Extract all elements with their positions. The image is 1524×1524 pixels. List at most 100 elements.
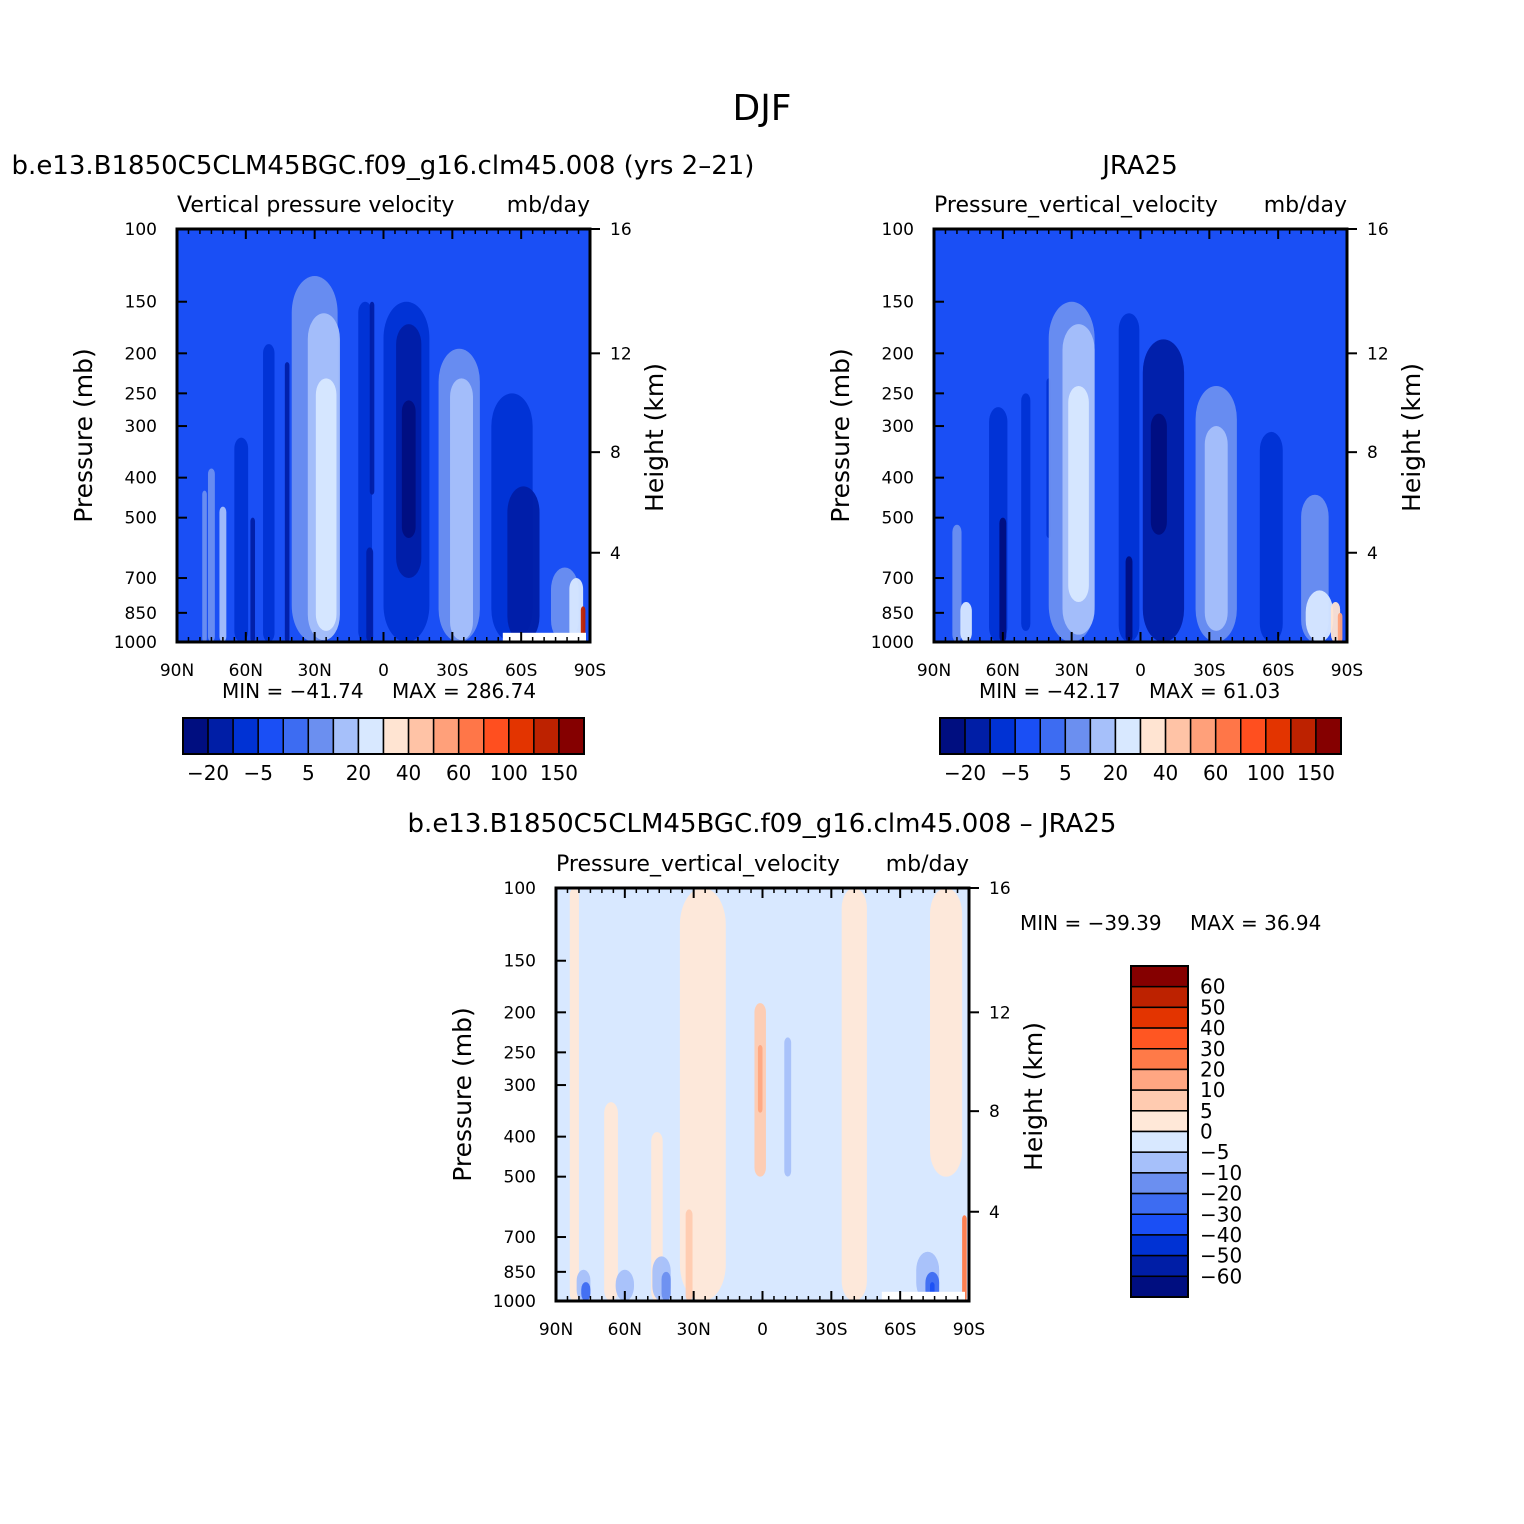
colorbar-box — [1130, 1213, 1189, 1236]
y2-tick-label: 8 — [989, 1102, 1000, 1122]
y-axis-label: Pressure (mb) — [448, 1007, 477, 1181]
colorbar-label: 150 — [1297, 761, 1335, 785]
colorbar-box — [1130, 965, 1189, 988]
y-tick-label: 400 — [125, 469, 157, 489]
y-tick-label: 150 — [882, 293, 914, 313]
min-label: MIN = −39.39 — [1020, 911, 1162, 935]
colorbar-box — [1130, 1192, 1189, 1215]
y2-axis-label: Height (km) — [640, 363, 669, 512]
colorbar-box — [1130, 1048, 1189, 1071]
x-tick-label: 90N — [160, 661, 194, 681]
colorbar-label: 5 — [1200, 1099, 1213, 1123]
colorbar-box — [1130, 1275, 1189, 1298]
y2-tick-label: 8 — [610, 443, 621, 463]
colorbar-label: 40 — [396, 761, 421, 785]
colorbar-box — [558, 717, 585, 755]
colorbar-label: 30 — [1200, 1037, 1225, 1061]
colorbar-box — [1130, 985, 1189, 1009]
y-tick-label: 700 — [882, 569, 914, 589]
colorbar-box — [282, 717, 310, 755]
contour-region-9 — [1068, 386, 1089, 602]
colorbar-box — [1114, 717, 1142, 755]
colorbar-box — [1064, 717, 1092, 755]
variable-name: Pressure_vertical_velocity — [934, 193, 1218, 218]
colorbar-label: 60 — [1200, 975, 1225, 999]
colorbar-box — [1130, 1254, 1189, 1278]
contour-region-4 — [999, 517, 1007, 642]
colorbar-box — [1130, 1172, 1189, 1195]
y-tick-label: 150 — [125, 293, 157, 313]
variable-units: mb/day — [1264, 193, 1347, 218]
colorbar: −20 −5 5 20 40 60 100 150 — [939, 717, 1342, 785]
contour-region-2 — [207, 468, 215, 642]
contour-region-1 — [202, 490, 207, 642]
x-tick-label: 90N — [917, 661, 951, 681]
contour-region-1 — [952, 524, 962, 642]
colorbar-label: −60 — [1200, 1264, 1242, 1288]
variable-name: Pressure_vertical_velocity — [556, 852, 840, 877]
colorbar-box — [1130, 1089, 1189, 1112]
panel-title: b.e13.B1850C5CLM45BGC.f09_g16.clm45.008 … — [12, 151, 755, 181]
colorbar-label: 100 — [490, 761, 528, 785]
y2-tick-label: 12 — [989, 1003, 1011, 1023]
colorbar-box — [1139, 717, 1167, 755]
x-tick-label: 60S — [505, 661, 537, 681]
colorbar-box — [939, 717, 966, 755]
y-tick-label: 150 — [504, 952, 536, 972]
y-tick-label: 100 — [504, 879, 536, 899]
panel-2: JRA25 Pressure_vertical_velocity mb/day 90N… — [826, 151, 1426, 785]
panels: b.e13.B1850C5CLM45BGC.f09_g16.clm45.008 … — [12, 151, 1426, 1340]
plot-area — [177, 229, 590, 642]
colorbar-box — [483, 717, 510, 755]
contour-region-5 — [1021, 393, 1031, 631]
variable-units: mb/day — [507, 193, 590, 218]
contour-region-7 — [284, 362, 290, 642]
contour-region-6 — [263, 344, 275, 642]
y2-tick-label: 12 — [1367, 344, 1389, 364]
colorbar-label: −5 — [243, 761, 272, 785]
contour-region-4 — [679, 888, 726, 1301]
contour-region-5 — [685, 1209, 693, 1301]
x-tick-label: 60N — [986, 661, 1020, 681]
y-tick-label: 300 — [504, 1076, 536, 1096]
colorbar-box — [207, 717, 234, 755]
colorbar-label: −5 — [1200, 1140, 1229, 1164]
x-tick-label: 60S — [884, 1320, 916, 1340]
contour-region-13 — [369, 301, 375, 495]
colorbar-label: 10 — [1200, 1078, 1225, 1102]
contour-region-8 — [784, 1037, 792, 1177]
y2-axis-label: Height (km) — [1019, 1022, 1048, 1171]
max-label: MAX = 286.74 — [392, 679, 536, 703]
colorbar-box — [1130, 1110, 1189, 1133]
colorbar-label: 150 — [540, 761, 578, 785]
colorbar-label: −5 — [1000, 761, 1029, 785]
contour-region-12 — [581, 1282, 591, 1301]
x-tick-label: 90S — [574, 661, 606, 681]
contour-region-16 — [401, 400, 416, 539]
colorbar-label: 60 — [446, 761, 471, 785]
contour-region-20 — [507, 486, 540, 642]
plot-area — [556, 888, 969, 1301]
min-label: MIN = −41.74 — [222, 679, 364, 703]
contour-region-19 — [1330, 601, 1341, 642]
panel-3: b.e13.B1850C5CLM45BGC.f09_g16.clm45.008 … — [408, 809, 1322, 1340]
colorbar-box — [1130, 1151, 1189, 1174]
contour-region-9 — [841, 888, 867, 1301]
colorbar-box — [1130, 1130, 1189, 1153]
colorbar-box — [232, 717, 259, 755]
y-tick-label: 400 — [504, 1128, 536, 1148]
x-tick-label: 90S — [953, 1320, 985, 1340]
y-tick-label: 850 — [125, 604, 157, 624]
colorbar-label: 0 — [1200, 1120, 1213, 1144]
colorbar-box — [1130, 1027, 1189, 1050]
contour-region-19 — [962, 1215, 967, 1301]
panel-1: b.e13.B1850C5CLM45BGC.f09_g16.clm45.008 … — [12, 151, 755, 785]
colorbar-box — [1089, 717, 1117, 755]
y-tick-label: 300 — [882, 417, 914, 437]
contour-region-18 — [450, 378, 473, 641]
colorbar-label: −20 — [944, 761, 986, 785]
contour-region-12 — [366, 547, 374, 642]
x-tick-label: 0 — [1135, 661, 1146, 681]
